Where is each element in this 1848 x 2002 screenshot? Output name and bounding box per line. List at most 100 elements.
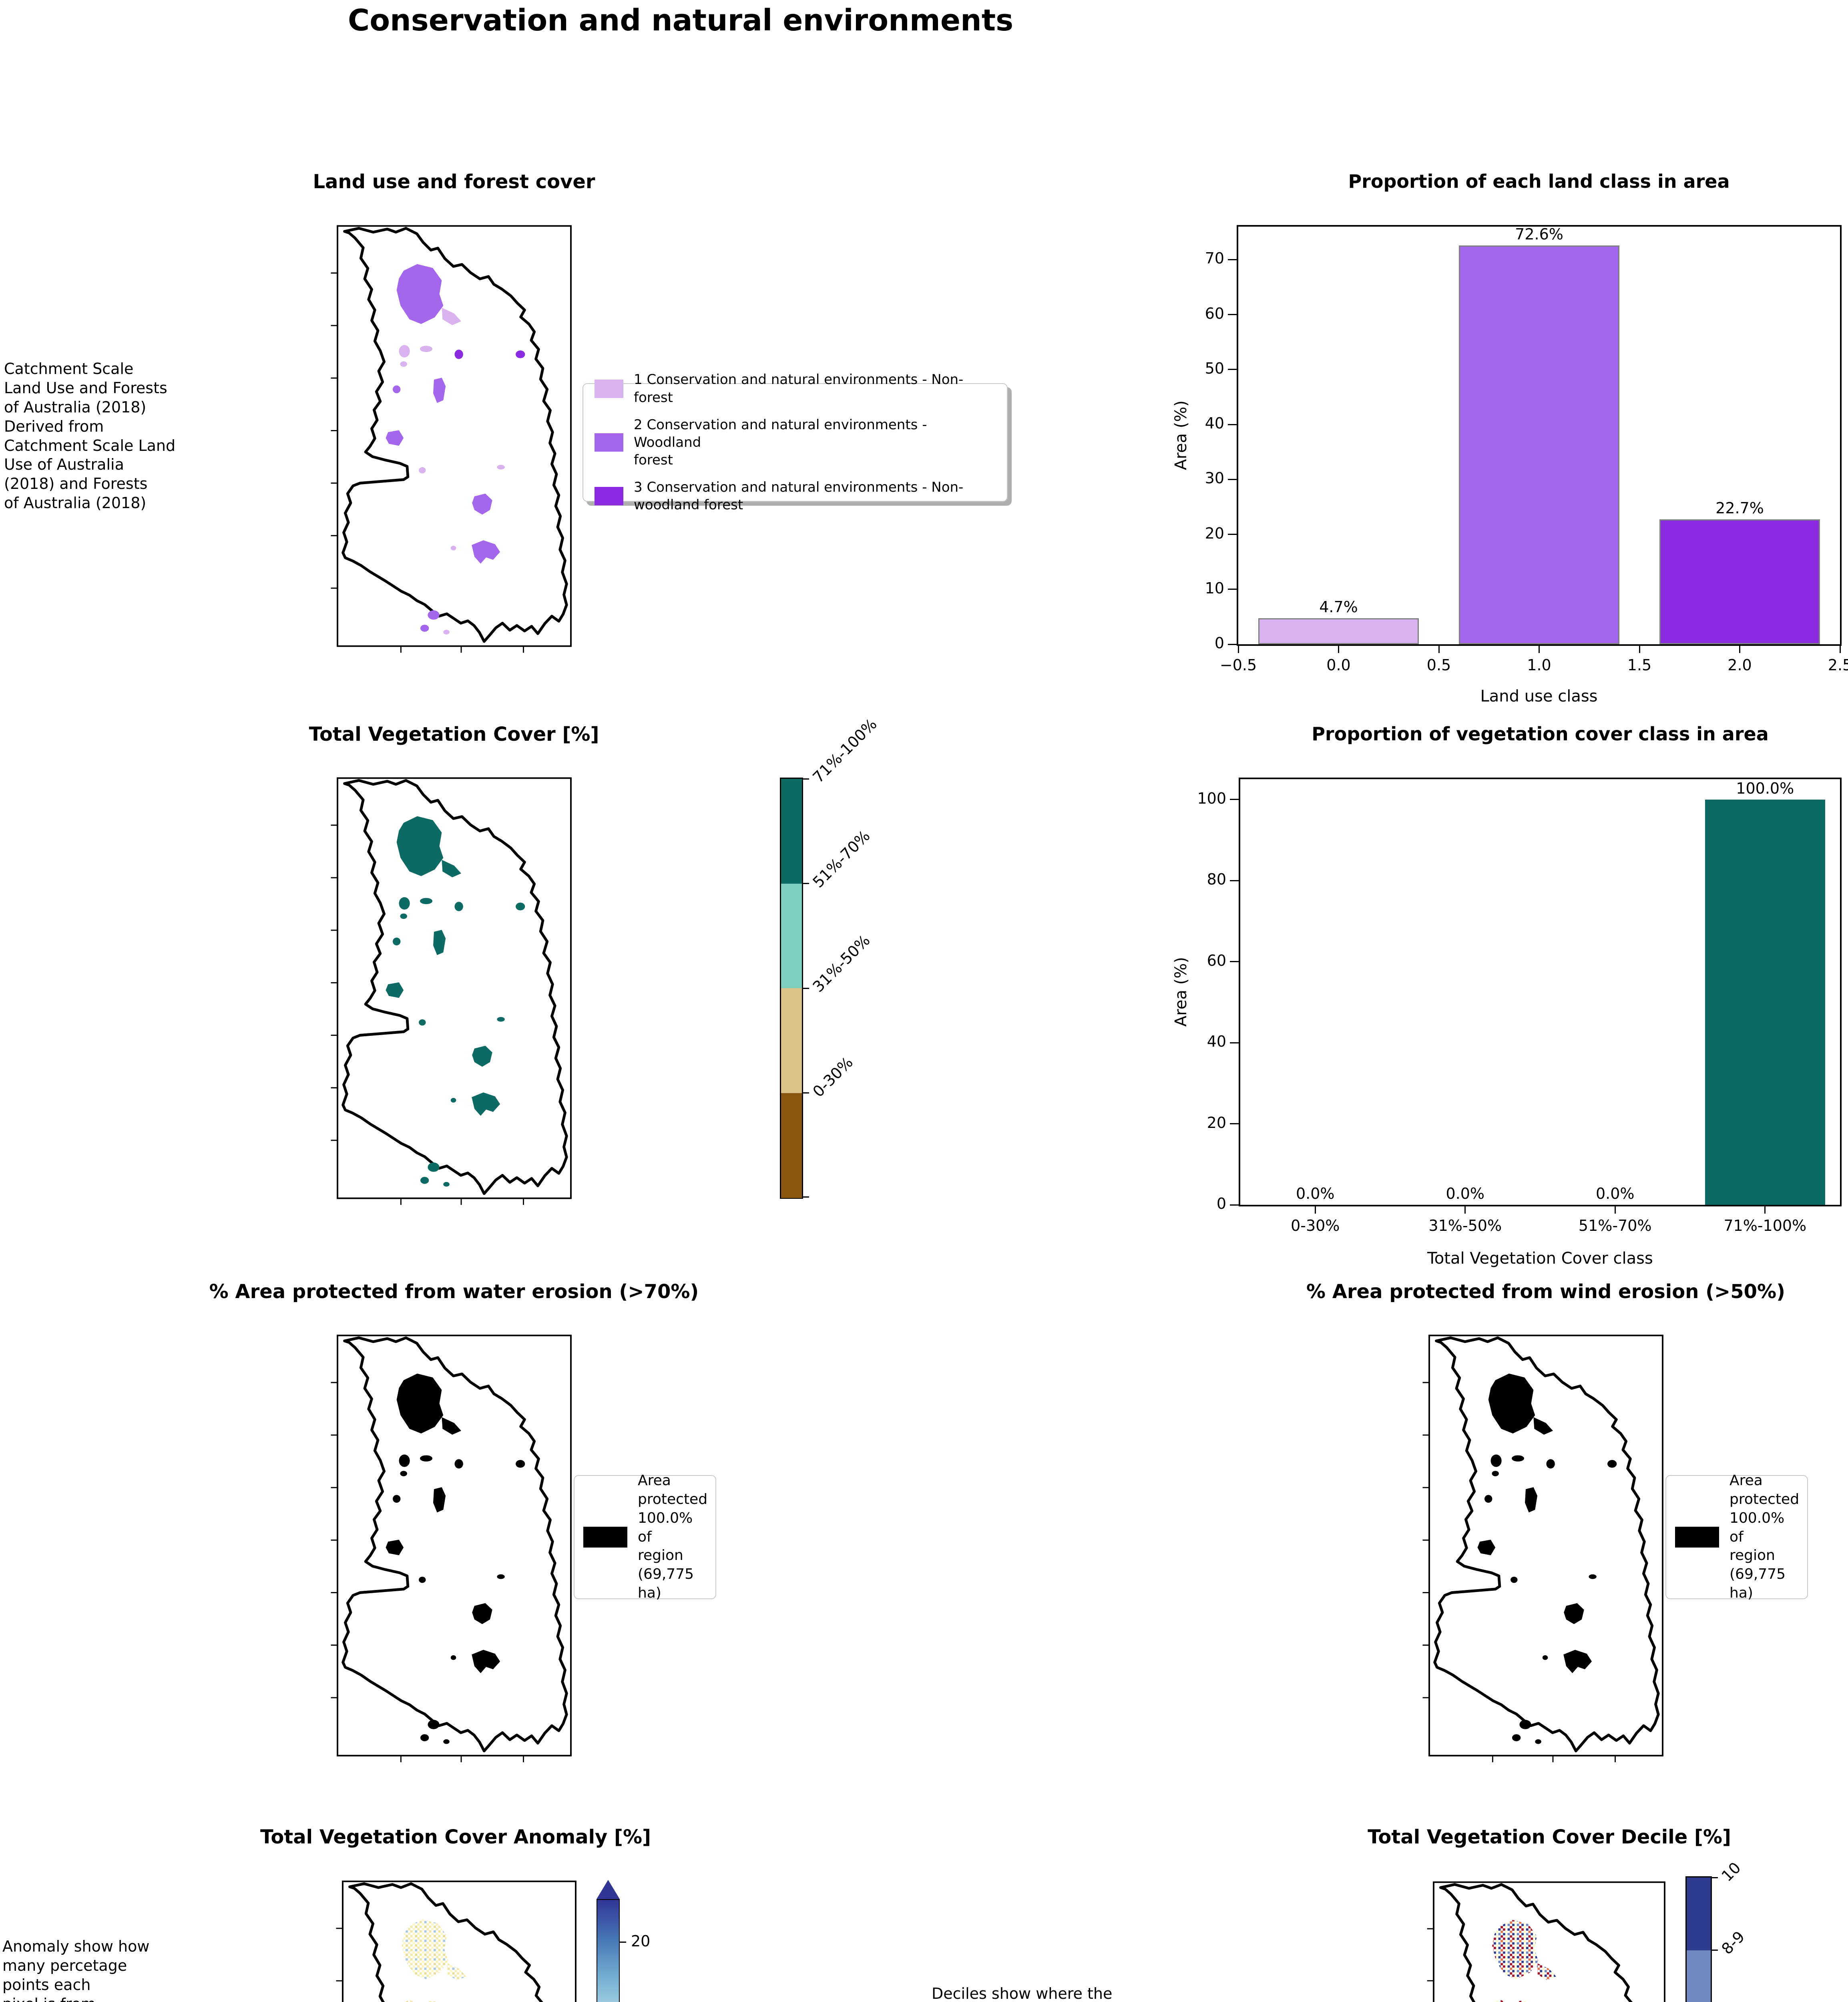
x-tick [1314,1205,1316,1214]
land-use-map-title: Land use and forest cover [313,171,595,193]
veg-cover-map [330,777,572,1206]
x-tick-label: 0.0 [1326,656,1351,674]
anomaly-arrow-top [597,1880,620,1899]
y-tick [1228,369,1237,370]
y-tick [1228,643,1237,645]
x-tick [1764,1205,1766,1214]
y-tick-label: 40 [1205,414,1224,432]
y-tick [1228,259,1237,260]
legend-label: 2 Conservation and natural environments … [634,416,927,468]
y-tick [1230,880,1239,881]
colorbar-label: 31%-50% [809,931,874,996]
wind-erosion-legend: Area protected 100.0% of region (69,775 … [1665,1472,1808,1601]
x-tick-label: 0-30% [1291,1217,1340,1234]
colorbar-label: 8-9 [1718,1928,1748,1958]
land-class-chart-axes: 0 10 20 30 40 50 60 70 −0.5 0.0 0.5 1.0 1.5 2.0 2.5 4.7… [1205,225,1848,674]
y-tick-label: 30 [1205,469,1224,487]
anomaly-map [335,1880,576,2002]
colorbar-label: 71%-100% [809,715,880,786]
legend-item: 3 Conservation and natural environments … [595,478,996,514]
x-tick [1614,1205,1616,1214]
anomaly-tick [620,1941,626,1943]
anomaly-colorbar: 20100−10−20 [597,1880,650,2002]
colorbar-tick [1711,1877,1718,1878]
land-use-map [330,225,572,653]
x-tick-label: 1.0 [1527,656,1551,674]
legend-item: Area protected 100.0% of region (69,775 … [583,1471,707,1603]
y-tick [1230,961,1239,963]
y-tick [1228,589,1237,590]
x-tick-label: 31%-50% [1428,1217,1502,1234]
land-use-legend: 1 Conservation and natural environments … [583,372,1008,513]
decile-colorbar: 108-94-72-31 [1685,1859,1748,2002]
x-tick [1237,644,1239,653]
decile-title: Total Vegetation Cover Decile [%] [1368,1826,1731,1848]
colorbar-segment [781,988,802,1093]
bar [1659,519,1820,644]
land-use-note: Catchment Scale Land Use and Forests of … [4,360,176,512]
colorbar-segment [1687,1950,1711,2002]
y-tick [1228,534,1237,535]
veg-cover-map-title: Total Vegetation Cover [%] [309,723,599,746]
x-tick-label: 2.0 [1727,656,1752,674]
legend-item: 2 Conservation and natural environments … [595,416,996,469]
bar [1459,245,1619,644]
y-tick-label: 0 [1214,634,1224,652]
veg-cover-colorbar: 71%-100% 51%-70% 31%-50% 0-30% [780,715,880,1199]
x-tick [1338,644,1339,653]
y-tick-label: 60 [1205,304,1224,322]
bar [1705,799,1825,1205]
anomaly-tick-label: 20 [631,1932,651,1950]
colorbar-tick [802,883,809,884]
wind-erosion-map [1422,1335,1663,1763]
y-tick [1228,478,1237,480]
x-tick-label: 51%-70% [1578,1217,1652,1234]
bar-value-label: 22.7% [1715,499,1764,517]
decile-note: Deciles show where the pixel value lies … [932,1985,1113,2002]
y-tick [1230,1123,1239,1125]
land-class-chart-ylabel: Area (%) [1172,400,1190,470]
x-tick [1839,644,1841,653]
y-tick-label: 50 [1205,359,1224,377]
y-tick-label: 40 [1207,1033,1226,1051]
colorbar-segment [1687,1877,1711,1951]
legend-swatch-nonforest [595,379,623,398]
legend-swatch-woodland [595,433,623,452]
bar-value-label: 0.0% [1446,1185,1485,1202]
x-tick-label: 1.5 [1627,656,1652,674]
x-tick-label: 71%-100% [1723,1217,1807,1234]
y-tick-label: 10 [1205,579,1224,597]
bar-value-label: 100.0% [1736,779,1794,797]
y-tick [1230,1042,1239,1043]
bar-value-label: 0.0% [1595,1185,1635,1202]
y-tick-label: 100 [1197,789,1226,807]
decile-map [1426,1881,1665,2002]
legend-label: 3 Conservation and natural environments … [634,479,964,513]
colorbar-label: 10 [1718,1859,1744,1885]
wind-erosion-title: % Area protected from wind erosion (>50%… [1306,1280,1786,1303]
x-tick [1539,644,1540,653]
y-tick [1230,799,1239,800]
colorbar-label: 0-30% [809,1053,857,1101]
y-tick [1228,314,1237,316]
land-class-chart-title: Proportion of each land class in area [1348,171,1730,192]
bar-value-label: 0.0% [1296,1185,1335,1202]
y-tick-label: 20 [1205,524,1224,542]
bar-value-label: 4.7% [1319,598,1358,616]
legend-item: 1 Conservation and natural environments … [595,371,996,406]
legend-item: Area protected 100.0% of region (69,775 … [1675,1471,1799,1603]
y-tick [1228,424,1237,425]
x-tick-label: −0.5 [1219,656,1257,674]
x-tick [1464,1205,1466,1214]
colorbar-tick [1711,1950,1718,1951]
colorbar-segment [781,883,802,989]
colorbar-tick [802,1092,809,1093]
x-tick-label: 2.5 [1828,656,1848,674]
y-tick-label: 20 [1207,1114,1226,1132]
page-title: Conservation and natural environments [348,3,1014,38]
veg-class-chart-axes: 0 20 40 60 80 100 0-30% 31%-50% 51%-70% 71%-100% 0… [1197,778,1842,1234]
water-erosion-legend: Area protected 100.0% of region (69,775 … [574,1472,716,1601]
land-class-chart-xlabel: Land use class [1480,687,1598,706]
x-tick-label: 0.5 [1426,656,1451,674]
